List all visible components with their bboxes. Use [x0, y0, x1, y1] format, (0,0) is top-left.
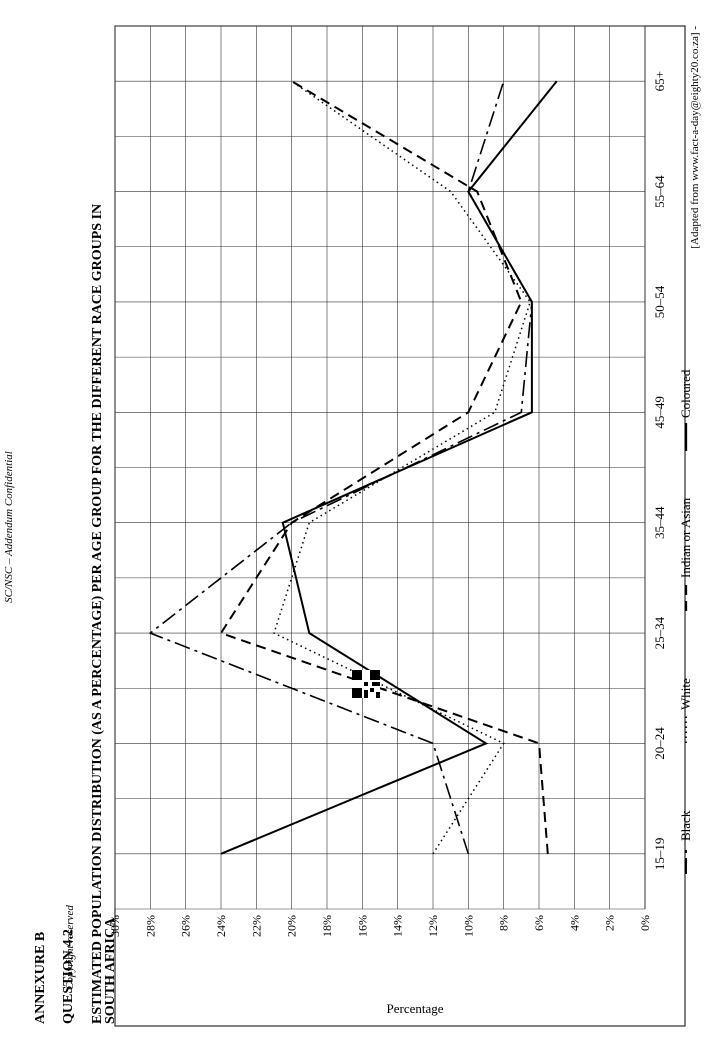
series-coloured-line — [220, 80, 558, 855]
source-note: [Adapted from www.fact-a-day@eighty20.co… — [689, 26, 701, 249]
x-tick-label: 35–44 — [652, 506, 667, 539]
y-tick-label: 22% — [249, 915, 263, 937]
y-tick-label: 14% — [391, 915, 405, 937]
x-tick-label: 55–64 — [652, 175, 667, 208]
y-tick-label: 8% — [497, 915, 511, 931]
legend-label: Coloured — [678, 369, 693, 418]
x-tick-label: 45–49 — [652, 396, 667, 429]
y-tick-label: 18% — [320, 915, 334, 937]
x-tick-label: 15–19 — [652, 838, 667, 871]
x-tick-label: 25–34 — [652, 616, 667, 649]
y-tick-label: 6% — [532, 915, 546, 931]
legend: Black White Indian or Asian Coloured — [678, 369, 693, 874]
series-lines — [148, 80, 558, 855]
x-tick-label: 50–54 — [652, 285, 667, 318]
y-tick-label: 24% — [214, 915, 228, 937]
chart-frame — [114, 25, 686, 1027]
header-code: SC/NSC – Addendum Confidential — [3, 451, 15, 603]
x-tick-label: 20–24 — [652, 727, 667, 760]
y-tick-label: 4% — [567, 915, 581, 931]
y-axis-ticks: 0% 2% 4% 6% 8% 10% 12% 14% 16% 18% 20% 22% 24% 26% 28%… — [108, 915, 652, 937]
y-tick-label: 10% — [461, 915, 475, 937]
gridlines — [114, 25, 646, 910]
y-tick-label: 30% — [108, 915, 122, 937]
x-axis-ticks: 15–19 20–24 25–34 35–44 45–49 50–54 55–64 65+ — [652, 71, 667, 870]
series-indian-or-asian-line — [219, 80, 549, 854]
y-tick-label: 2% — [603, 915, 617, 931]
chart-title-line2: SOUTH AFRICA — [103, 917, 118, 1024]
footer-copyright: Copyright reserved — [64, 905, 76, 990]
x-tick-label: 65+ — [652, 71, 667, 91]
qr-code-icon — [352, 670, 380, 698]
legend-label: Indian or Asian — [678, 497, 693, 578]
annexure-label: ANNEXURE B — [33, 932, 48, 1024]
legend-label: White — [678, 678, 693, 710]
y-axis-label: Percentage — [386, 1001, 443, 1016]
question-label: QUESTION 4.2 — [61, 929, 76, 1024]
y-tick-label: 26% — [179, 915, 193, 937]
y-tick-label: 0% — [638, 915, 652, 931]
y-tick-label: 20% — [285, 915, 299, 937]
y-tick-label: 28% — [143, 915, 157, 937]
y-tick-label: 16% — [355, 915, 369, 937]
y-tick-label: 12% — [426, 915, 440, 937]
chart-title-line1: ESTIMATED POPULATION DISTRIBUTION (AS A … — [90, 204, 105, 1024]
legend-label: Black — [678, 810, 693, 841]
